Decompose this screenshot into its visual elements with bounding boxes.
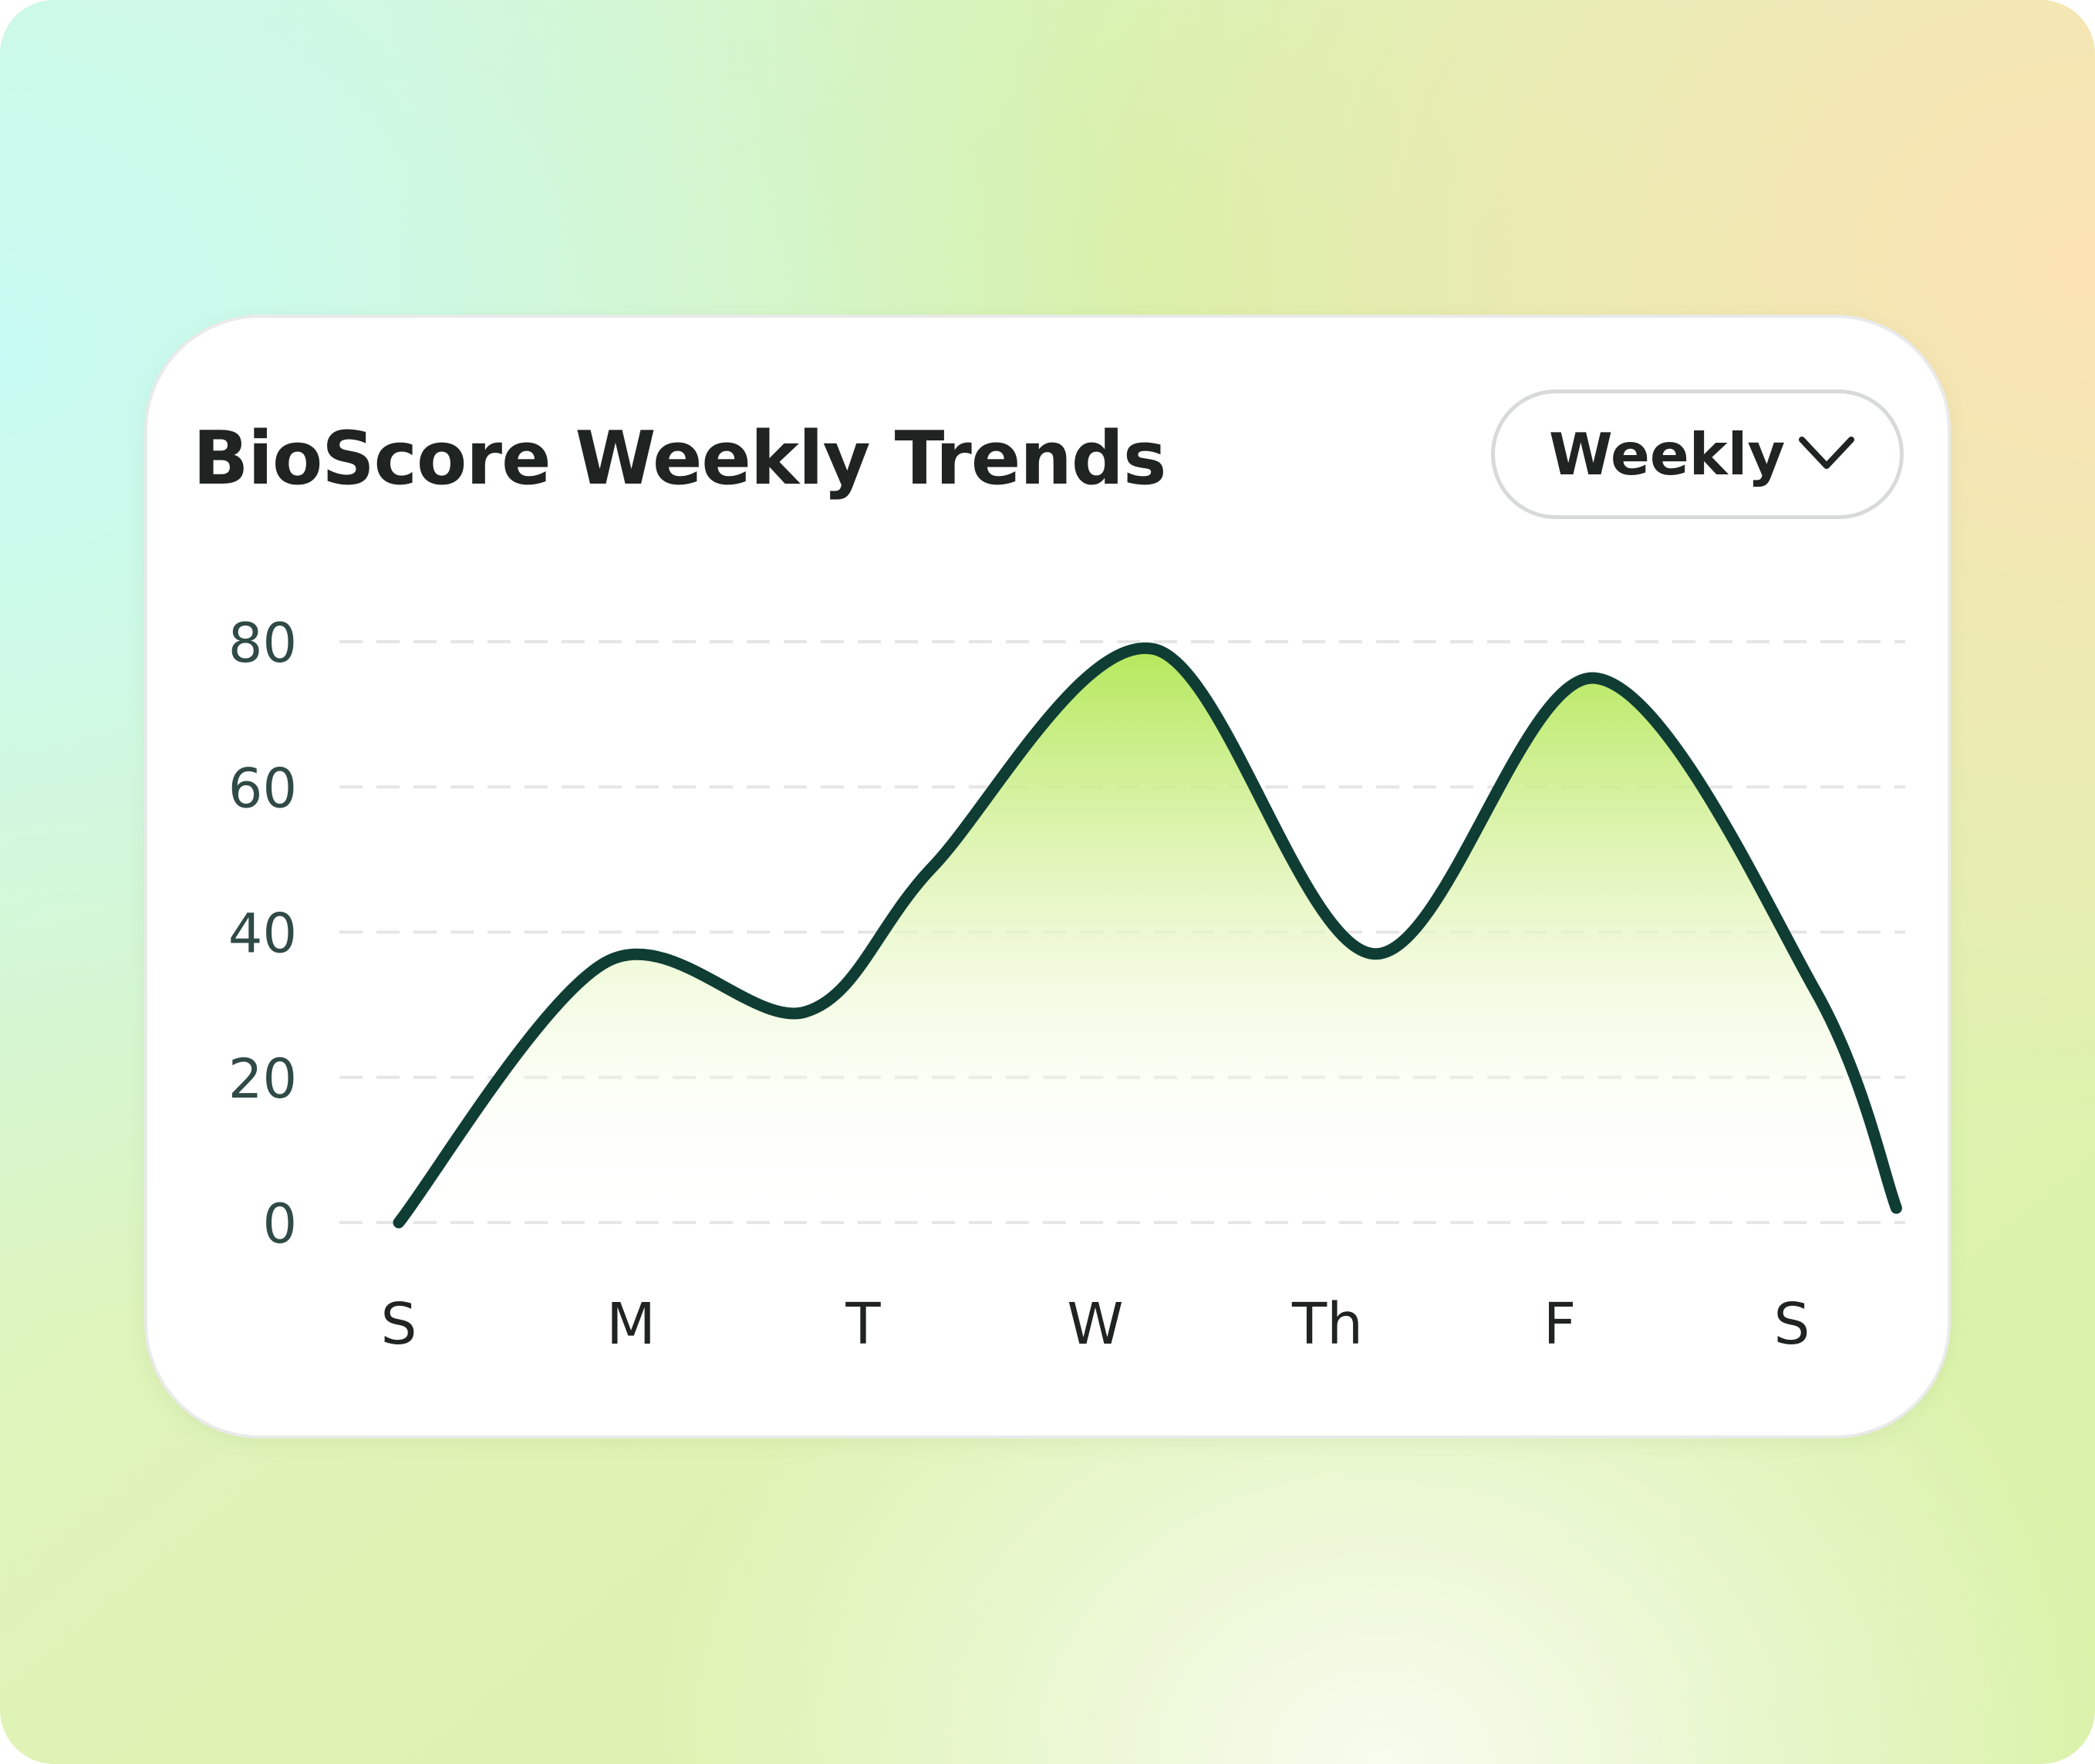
- y-tick-label: 20: [228, 1047, 297, 1111]
- chevron-down-icon: [1799, 437, 1854, 469]
- card-title: BioScore Weekly Trends: [193, 417, 1166, 501]
- bioscore-area-fill: [399, 648, 1897, 1223]
- y-tick-label: 40: [228, 902, 297, 966]
- x-tick-label: Th: [1291, 1291, 1363, 1358]
- y-tick-label: 60: [228, 757, 297, 820]
- x-tick-label: S: [1774, 1291, 1810, 1358]
- x-axis-ticks: S M T W Th F S: [381, 1291, 1810, 1358]
- period-dropdown[interactable]: Weekly: [1491, 390, 1904, 519]
- x-tick-label: F: [1543, 1291, 1577, 1358]
- x-tick-label: S: [381, 1291, 417, 1358]
- y-tick-label: 0: [262, 1192, 297, 1256]
- period-dropdown-label: Weekly: [1549, 420, 1786, 488]
- x-tick-label: W: [1067, 1291, 1123, 1358]
- bioscore-series-line: [393, 642, 1902, 1229]
- y-axis-ticks: 0 20 40 60 80: [228, 612, 297, 1256]
- x-tick-label: M: [606, 1291, 656, 1358]
- y-tick-label: 80: [228, 612, 297, 675]
- x-tick-label: T: [845, 1291, 881, 1358]
